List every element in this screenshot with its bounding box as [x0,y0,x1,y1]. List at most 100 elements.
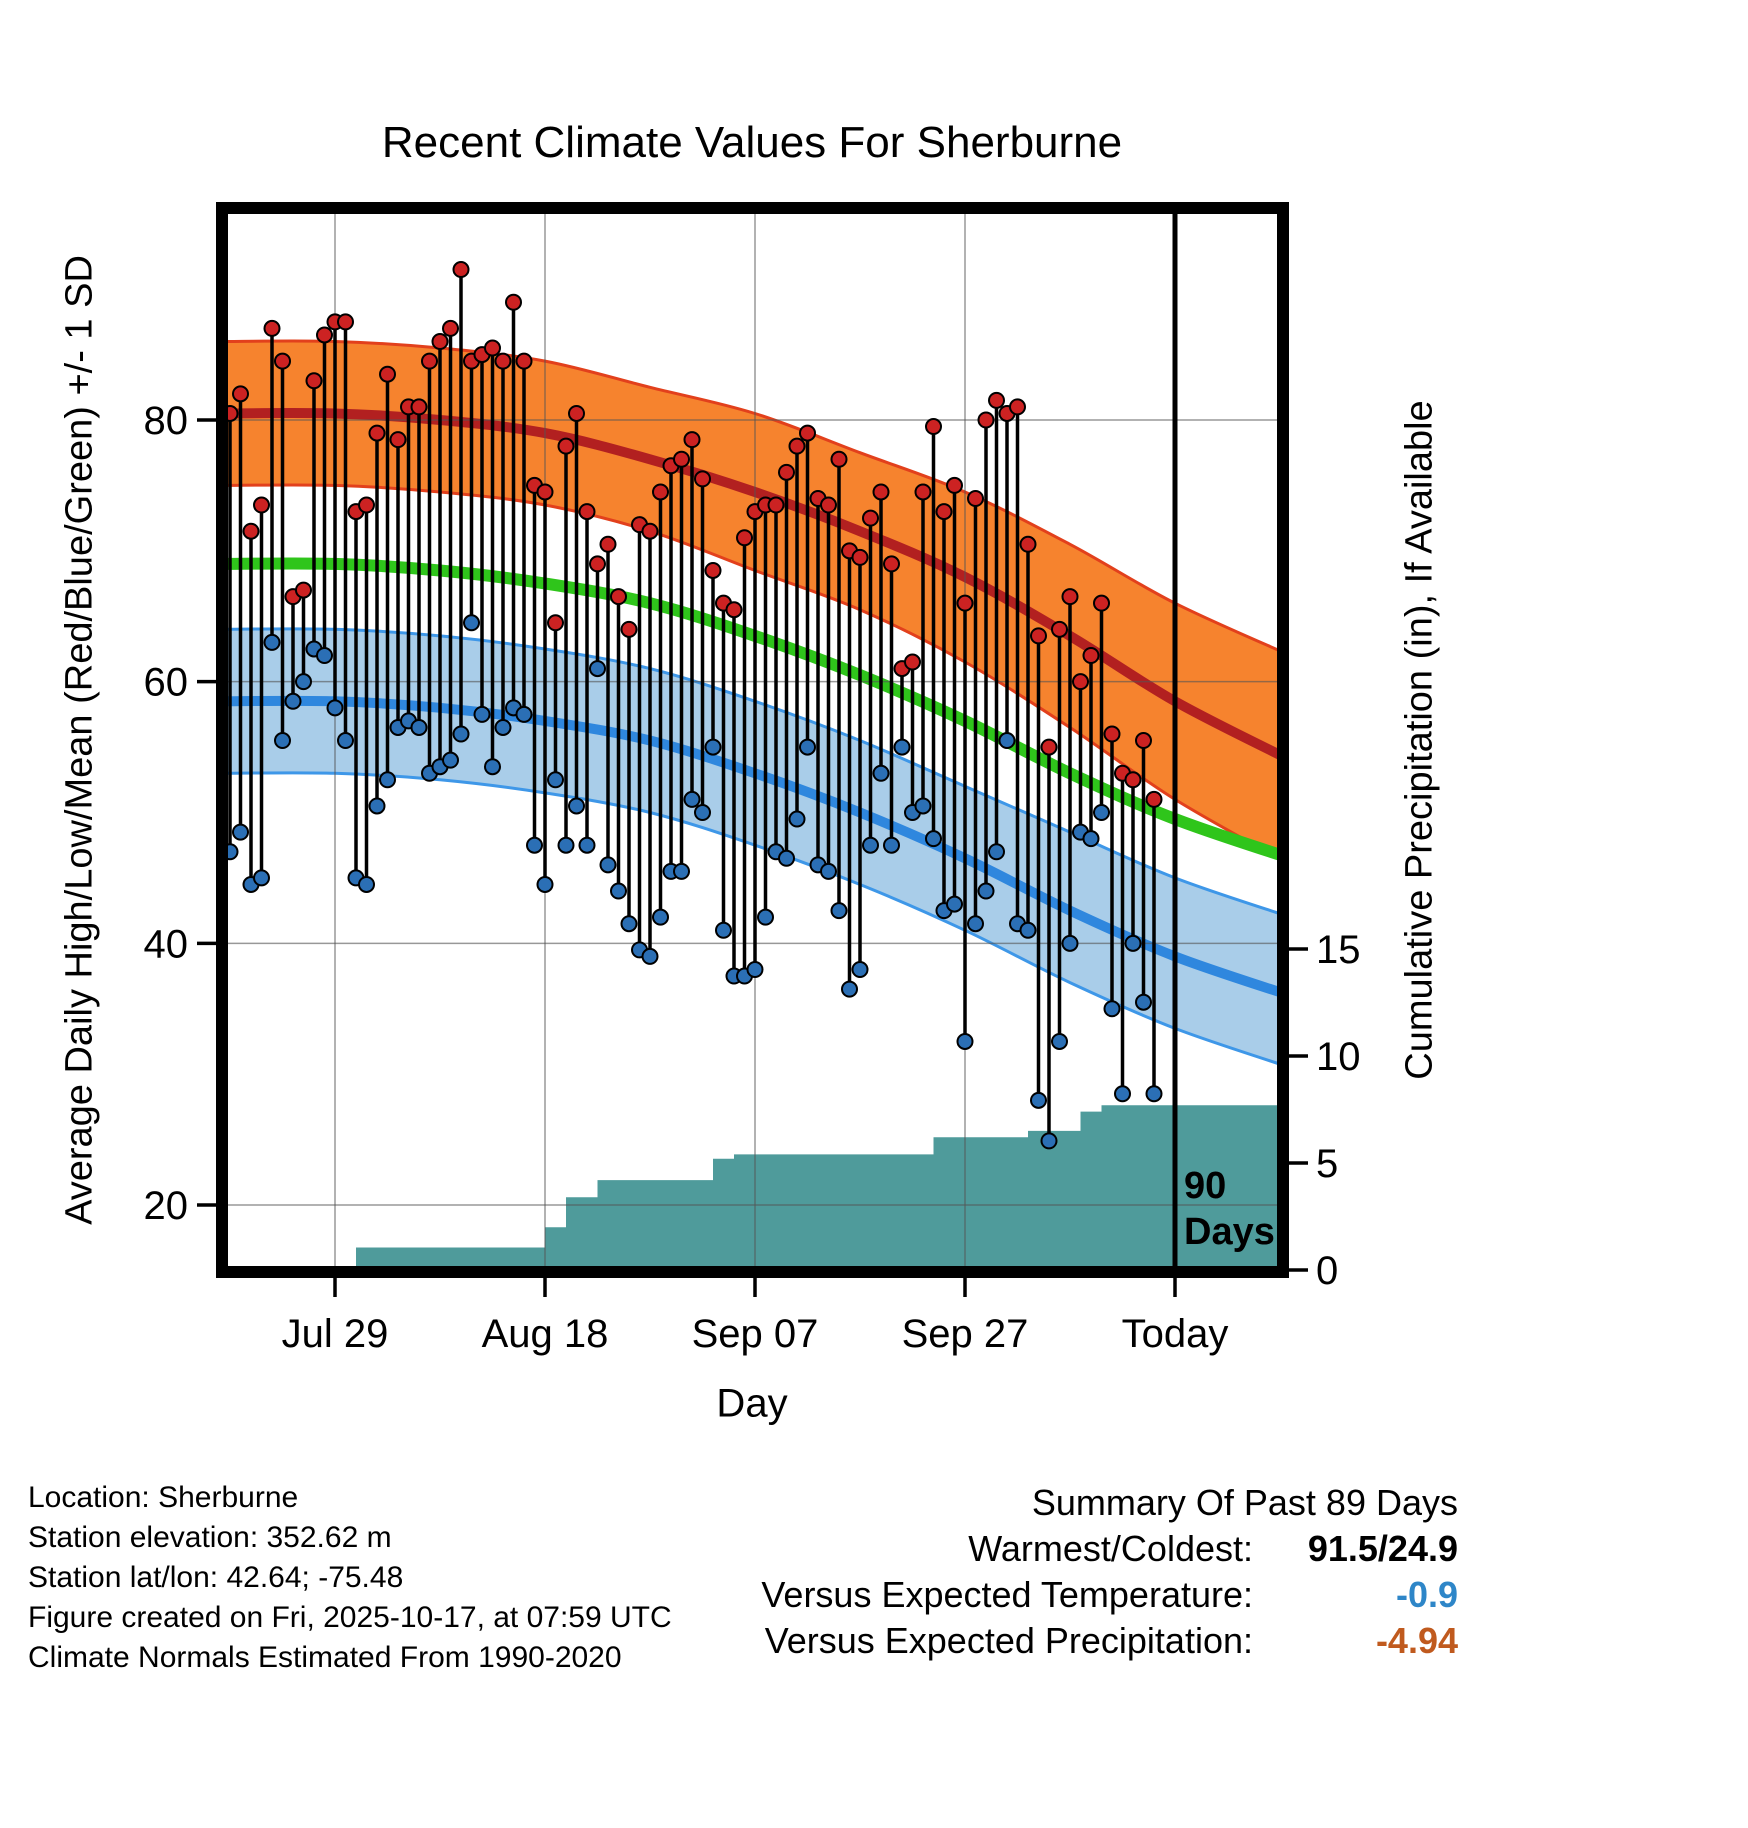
daily-high-dot [536,483,554,501]
daily-low-dot [263,633,281,651]
daily-low-dot [1114,1085,1131,1103]
daily-high-dot [305,372,323,390]
daily-low-dot [820,862,837,880]
daily-low-dot [704,738,722,756]
daily-low-dot [746,961,764,978]
daily-low-dot [536,875,554,893]
daily-high-dot [599,535,617,553]
daily-low-dot [1019,921,1037,939]
daily-low-dot [652,908,669,926]
daily-low-dot [967,915,984,933]
right-axis-tick-label: 10 [1316,1035,1361,1079]
daily-high-dot [242,522,260,540]
daily-low-dot [368,797,386,815]
daily-low-dot [494,718,512,736]
daily-low-dot [284,692,302,710]
daily-high-dot [1040,738,1058,756]
daily-low-dot [1030,1091,1047,1109]
daily-high-dot [1103,725,1121,743]
daily-high-dot [977,411,995,429]
daily-low-dot [788,810,806,828]
daily-high-dot [1145,790,1163,808]
right-axis-tick-label: 5 [1316,1142,1338,1186]
daily-high-dot [389,431,407,449]
daily-low-dot [1124,934,1142,952]
daily-high-dot [946,476,963,494]
daily-low-dot [757,908,774,926]
daily-high-dot [557,437,575,455]
daily-low-dot [715,921,732,939]
daily-high-dot [337,313,354,331]
chart-title: Recent Climate Values For Sherburne [381,118,1123,167]
daily-low-dot [946,895,963,913]
daily-high-dot [694,470,711,488]
daily-low-dot [683,790,701,808]
summary-row-value: -0.9 [1395,1574,1458,1615]
daily-low-dot [589,660,606,678]
summary-rows: Warmest/Coldest: 91.5/24.9 Versus Expected… [761,1526,1458,1664]
daily-low-dot [253,869,270,887]
daily-low-dot [841,980,858,998]
daily-high-dot [1082,647,1100,664]
daily-high-dot [799,424,816,442]
metadata-line: Climate Normals Estimated From 1990-2020 [28,1641,622,1674]
metadata-line: Figure created on Fri, 2025-10-17, at 07… [28,1601,672,1634]
daily-high-dot [1030,627,1047,645]
metadata-line: Station elevation: 352.62 m [28,1521,392,1554]
daily-low-dot [1135,993,1152,1011]
daily-low-dot [694,804,711,821]
daily-low-dot [862,836,879,854]
daily-low-dot [673,862,690,880]
daily-high-dot [620,620,638,638]
daily-low-dot [893,738,911,756]
daily-high-dot [862,509,879,527]
daily-high-dot [641,522,659,540]
daily-high-dot [851,548,869,566]
daily-high-dot [872,483,890,501]
daily-high-dot [788,437,806,455]
daily-high-dot [316,326,333,344]
daily-high-dot [967,490,984,507]
daily-high-dot [358,496,375,514]
daily-high-dot [253,496,270,514]
daily-low-dot [778,849,795,867]
x-axis-tick-label: Aug 18 [482,1312,609,1356]
daily-low-dot [610,882,627,900]
summary-row-label: Versus Expected Temperature: [761,1574,1253,1615]
daily-high-dot [904,653,921,671]
summary-row-label: Warmest/Coldest: [968,1528,1253,1569]
daily-high-dot [935,503,953,521]
daily-low-dot [998,732,1016,750]
daily-low-dot [232,823,249,841]
daily-low-dot [515,705,533,723]
daily-high-dot [484,339,501,357]
x-axis-tick-label: Today [1122,1312,1229,1356]
metadata-line: Location: Sherburne [28,1481,299,1514]
daily-high-dot [956,594,974,612]
daily-low-dot [274,732,291,750]
daily-low-dot [568,797,585,815]
daily-low-dot [799,738,816,756]
daily-high-dot [295,581,312,599]
daily-low-dot [526,836,543,854]
daily-high-dot [431,333,449,350]
daily-high-dot [578,503,596,521]
daily-high-dot [547,614,564,632]
daily-high-dot [914,483,932,501]
daily-low-dot [1061,934,1079,952]
daily-low-dot [977,882,995,900]
daily-low-dot [1093,804,1110,821]
daily-low-dot [463,614,480,632]
x-axis-tick-label: Sep 07 [692,1312,819,1356]
daily-high-dot [725,601,743,619]
daily-high-dot [673,450,690,468]
daily-low-dot [830,902,848,920]
left-axis-tick-label: 20 [144,1184,189,1228]
summary-row-value: 91.5/24.9 [1307,1528,1458,1569]
daily-high-dot [410,398,428,416]
daily-low-dot [326,699,344,717]
daily-high-dot [883,555,900,573]
marker-label-90: 90 [1184,1165,1226,1207]
